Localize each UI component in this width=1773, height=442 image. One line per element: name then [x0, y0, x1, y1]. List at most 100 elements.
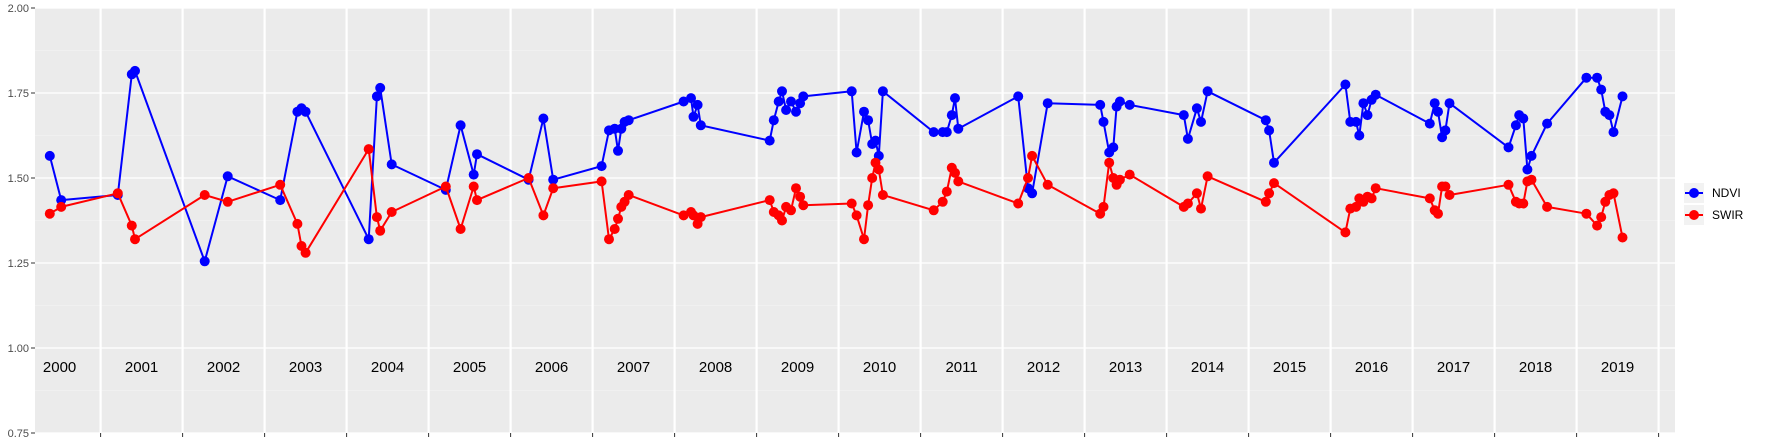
data-point — [1340, 227, 1351, 238]
data-point — [846, 198, 857, 209]
data-point — [1196, 116, 1206, 127]
data-point — [1027, 150, 1038, 161]
data-point — [863, 115, 874, 126]
year-label: 2004 — [371, 359, 404, 376]
data-point — [126, 220, 137, 231]
data-point — [1424, 193, 1435, 204]
data-point — [609, 224, 620, 234]
data-point — [472, 195, 482, 206]
data-point — [695, 212, 706, 223]
data-point — [798, 200, 809, 211]
data-point — [1027, 188, 1038, 199]
data-point — [1433, 106, 1443, 117]
data-point — [688, 111, 699, 122]
y-tick-label: 1.00 — [8, 343, 29, 355]
data-point — [1269, 178, 1279, 189]
data-point — [1196, 203, 1206, 214]
data-point — [1617, 91, 1628, 102]
data-point — [798, 91, 809, 102]
data-point — [1191, 188, 1202, 199]
data-point — [1518, 198, 1529, 209]
y-axis: 0.75 1.00 1.25 1.50 1.75 2.00 — [8, 3, 1660, 440]
data-point — [1178, 110, 1189, 121]
data-point — [468, 181, 479, 192]
data-point — [1182, 133, 1193, 144]
year-label: 2018 — [1519, 359, 1552, 376]
y-tick-label: 2.00 — [8, 3, 29, 15]
data-point — [777, 86, 787, 97]
data-point — [1604, 110, 1615, 121]
year-label: 2000 — [43, 359, 76, 376]
data-point — [300, 106, 311, 117]
data-point — [1042, 179, 1053, 190]
data-point — [877, 190, 888, 200]
data-point — [596, 161, 607, 172]
data-point — [851, 147, 862, 158]
year-label: 2012 — [1027, 359, 1060, 376]
data-point — [1370, 89, 1381, 100]
data-point — [455, 120, 466, 131]
data-point — [1503, 142, 1514, 153]
data-point — [1608, 188, 1619, 199]
data-point — [1617, 232, 1628, 243]
data-point — [1269, 157, 1279, 168]
data-point — [1366, 193, 1377, 204]
legend: NDVI SWIR — [1682, 181, 1772, 227]
data-point — [1264, 188, 1275, 199]
data-point — [950, 93, 960, 104]
data-point — [791, 183, 801, 194]
data-point — [1581, 72, 1592, 83]
data-point — [781, 105, 792, 115]
data-point — [1191, 103, 1202, 114]
year-label: 2011 — [945, 359, 977, 376]
data-point — [1444, 190, 1455, 200]
data-point — [112, 188, 123, 199]
data-point — [1440, 125, 1451, 136]
data-point — [1202, 86, 1213, 97]
data-point — [523, 173, 534, 183]
legend-label: NDVI — [1712, 186, 1741, 200]
data-point — [1542, 118, 1553, 129]
data-point — [222, 171, 233, 182]
data-point — [928, 127, 939, 138]
data-point — [1596, 84, 1607, 95]
data-point — [130, 234, 140, 245]
data-point — [292, 218, 303, 229]
data-point — [764, 135, 775, 146]
data-point — [953, 176, 964, 187]
data-point — [692, 99, 703, 110]
year-label: 2002 — [207, 359, 240, 376]
data-point — [773, 96, 784, 107]
data-point — [604, 234, 614, 245]
data-point — [386, 207, 397, 217]
data-point — [1358, 98, 1369, 109]
data-point — [613, 145, 623, 156]
year-label: 2019 — [1601, 359, 1634, 376]
data-point — [363, 144, 374, 155]
data-point — [863, 200, 874, 211]
data-point — [1518, 113, 1529, 124]
data-point — [1608, 127, 1619, 138]
year-label: 2009 — [781, 359, 814, 376]
data-point — [1202, 171, 1213, 182]
data-point — [1098, 201, 1109, 212]
data-point — [596, 176, 607, 187]
data-point — [686, 93, 696, 104]
data-point — [859, 106, 869, 117]
data-point — [1104, 157, 1115, 168]
data-point — [1440, 181, 1451, 192]
data-point — [1013, 198, 1024, 209]
data-point — [1370, 183, 1381, 194]
data-point — [846, 86, 857, 97]
data-point — [56, 201, 67, 212]
data-point — [1098, 116, 1109, 127]
data-point — [1542, 201, 1553, 212]
series-group — [44, 65, 1628, 267]
x-axis-year-labels: 2000 2001 2002 2003 2004 2005 2006 2007 2008 2009… — [43, 359, 1634, 376]
data-point — [375, 82, 386, 93]
data-point — [941, 127, 952, 138]
data-point — [1596, 212, 1607, 223]
y-tick-label: 1.50 — [8, 173, 29, 185]
data-point — [928, 205, 939, 216]
data-point — [859, 234, 869, 245]
